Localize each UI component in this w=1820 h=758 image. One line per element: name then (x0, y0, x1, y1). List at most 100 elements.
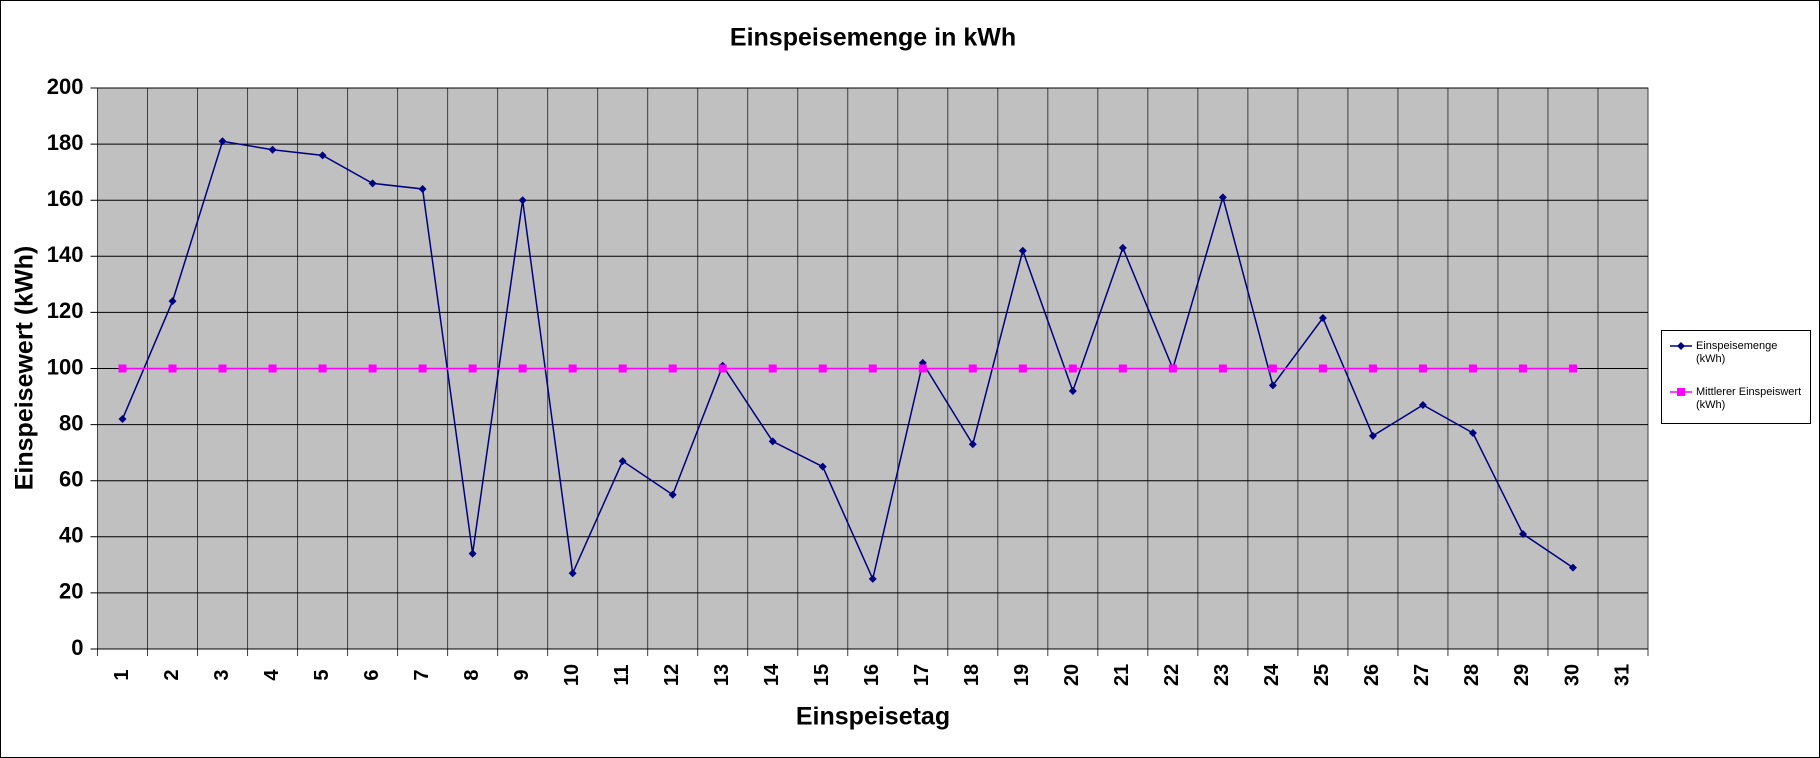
y-tick-label: 180 (47, 130, 84, 155)
data-point (1468, 429, 1477, 438)
x-tick-label: 8 (461, 669, 483, 680)
data-point (568, 364, 577, 373)
data-point (918, 364, 927, 373)
y-tick-label: 40 (59, 523, 83, 548)
x-axis-label: Einspeisetag (796, 703, 950, 731)
x-tick-label: 5 (311, 669, 333, 680)
data-point (318, 151, 327, 160)
data-point (1068, 364, 1077, 373)
data-point (868, 574, 877, 583)
legend-label: Mittlerer Einspeiswert (kWh) (1696, 386, 1802, 411)
x-tick-label: 6 (361, 669, 383, 680)
data-point (218, 364, 227, 373)
data-point (318, 364, 327, 373)
chart-title: Einspeisemenge in kWh (730, 24, 1016, 52)
data-point (1168, 364, 1177, 373)
data-point (1118, 243, 1127, 252)
x-tick-label: 14 (761, 663, 783, 686)
x-tick-label: 4 (261, 669, 283, 681)
x-tick-label: 27 (1411, 664, 1433, 686)
data-point (718, 364, 727, 373)
x-tick-label: 20 (1061, 664, 1083, 686)
x-tick-label: 31 (1611, 664, 1633, 686)
y-tick-label: 20 (59, 579, 83, 604)
x-tick-label: 9 (511, 669, 533, 680)
data-point (1518, 364, 1527, 373)
y-tick-label: 80 (59, 410, 83, 435)
data-point (1368, 364, 1377, 373)
legend: Einspeisemenge (kWh) Mittlerer Einspeiswe… (1661, 330, 1811, 424)
data-point (768, 437, 777, 446)
data-point (368, 364, 377, 373)
data-point (1368, 431, 1377, 440)
y-tick-label: 160 (47, 186, 84, 211)
data-point (768, 364, 777, 373)
data-point (1518, 529, 1527, 538)
x-tick-label: 12 (661, 664, 683, 686)
data-point (968, 364, 977, 373)
x-tick-label: 21 (1111, 664, 1133, 686)
data-point (418, 364, 427, 373)
data-point (1568, 563, 1577, 572)
x-tick-label: 15 (811, 664, 833, 686)
y-axis-label: Einspeisewert (kWh) (11, 246, 39, 491)
data-point (518, 364, 527, 373)
x-tick-label: 17 (911, 664, 933, 686)
x-tick-label: 28 (1461, 664, 1483, 686)
data-point (168, 364, 177, 373)
data-point (1318, 314, 1327, 323)
legend-key (1670, 341, 1692, 351)
data-point (1318, 364, 1327, 373)
x-tick-label: 22 (1161, 664, 1183, 686)
data-point (1218, 364, 1227, 373)
data-point (518, 196, 527, 205)
data-point (668, 364, 677, 373)
data-point (168, 297, 177, 306)
x-tick-label: 19 (1011, 664, 1033, 686)
data-point (1018, 364, 1027, 373)
legend-label: Einspeisemenge (kWh) (1696, 340, 1778, 365)
data-point (268, 364, 277, 373)
data-point (1418, 364, 1427, 373)
data-point (568, 569, 577, 578)
y-tick-label: 200 (47, 74, 84, 99)
x-tick-label: 30 (1561, 664, 1583, 686)
data-point (368, 179, 377, 188)
x-tick-label: 1 (111, 669, 133, 680)
legend-key (1670, 387, 1692, 397)
x-tick-label: 13 (711, 664, 733, 686)
y-tick-label: 0 (71, 635, 83, 660)
data-point (868, 364, 877, 373)
data-point (618, 457, 627, 466)
x-tick-label: 7 (411, 669, 433, 680)
y-tick-label: 140 (47, 242, 84, 267)
data-point (668, 490, 677, 499)
data-point (468, 364, 477, 373)
x-tick-label: 23 (1211, 664, 1233, 686)
x-tick-label: 24 (1261, 663, 1283, 686)
x-tick-label: 10 (561, 664, 583, 686)
data-point (1018, 246, 1027, 255)
x-tick-label: 2 (161, 669, 183, 680)
x-tick-label: 18 (961, 664, 983, 686)
data-point (1418, 400, 1427, 409)
data-point (218, 137, 227, 146)
x-tick-label: 25 (1311, 664, 1333, 686)
data-point (618, 364, 627, 373)
data-point (1218, 193, 1227, 202)
data-point (268, 145, 277, 154)
data-point (1068, 386, 1077, 395)
data-point (1268, 364, 1277, 373)
data-point (968, 440, 977, 449)
data-point (118, 364, 127, 373)
data-point (1468, 364, 1477, 373)
data-point (418, 184, 427, 193)
data-point (468, 549, 477, 558)
data-point (818, 462, 827, 471)
data-point (1268, 381, 1277, 390)
y-tick-label: 60 (59, 467, 83, 492)
x-tick-label: 11 (611, 664, 633, 685)
y-tick-label: 100 (47, 354, 84, 379)
